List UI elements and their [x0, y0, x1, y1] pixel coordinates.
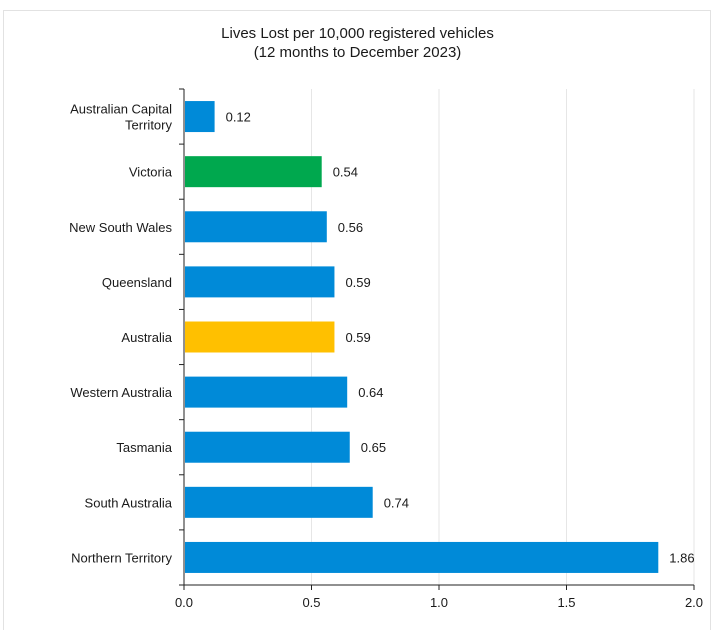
category-label: Australia [121, 330, 172, 345]
category-label: Victoria [129, 165, 173, 180]
bar [185, 431, 350, 463]
bar [185, 376, 348, 408]
bar [185, 486, 373, 518]
x-tick-label: 0.0 [175, 595, 193, 610]
bar [185, 211, 327, 243]
category-label: Australian Capital Territory [70, 102, 172, 133]
bar [185, 321, 335, 353]
x-tick-label: 2.0 [685, 595, 703, 610]
x-tick-label: 1.0 [430, 595, 448, 610]
value-label: 0.54 [333, 165, 358, 180]
bar [185, 101, 215, 133]
value-label: 0.56 [338, 220, 363, 235]
category-label: South Australia [85, 495, 173, 510]
category-label: New South Wales [69, 220, 172, 235]
bar [185, 541, 659, 573]
value-label: 0.74 [384, 495, 409, 510]
value-label: 0.12 [226, 110, 251, 125]
value-label: 0.65 [361, 440, 386, 455]
bar [185, 156, 322, 188]
category-label: Tasmania [116, 440, 172, 455]
category-label: Western Australia [70, 385, 172, 400]
x-tick-label: 0.5 [302, 595, 320, 610]
chart-frame [3, 10, 711, 630]
chart-title: Lives Lost per 10,000 registered vehicle… [221, 25, 494, 42]
x-tick-label: 1.5 [557, 595, 575, 610]
value-label: 0.59 [345, 330, 370, 345]
category-label: Queensland [102, 275, 172, 290]
value-label: 0.64 [358, 385, 383, 400]
chart-subtitle: (12 months to December 2023) [253, 44, 462, 61]
value-label: 0.59 [345, 275, 370, 290]
category-label: Northern Territory [71, 550, 172, 565]
value-label: 1.86 [669, 550, 694, 565]
bar [185, 266, 335, 298]
